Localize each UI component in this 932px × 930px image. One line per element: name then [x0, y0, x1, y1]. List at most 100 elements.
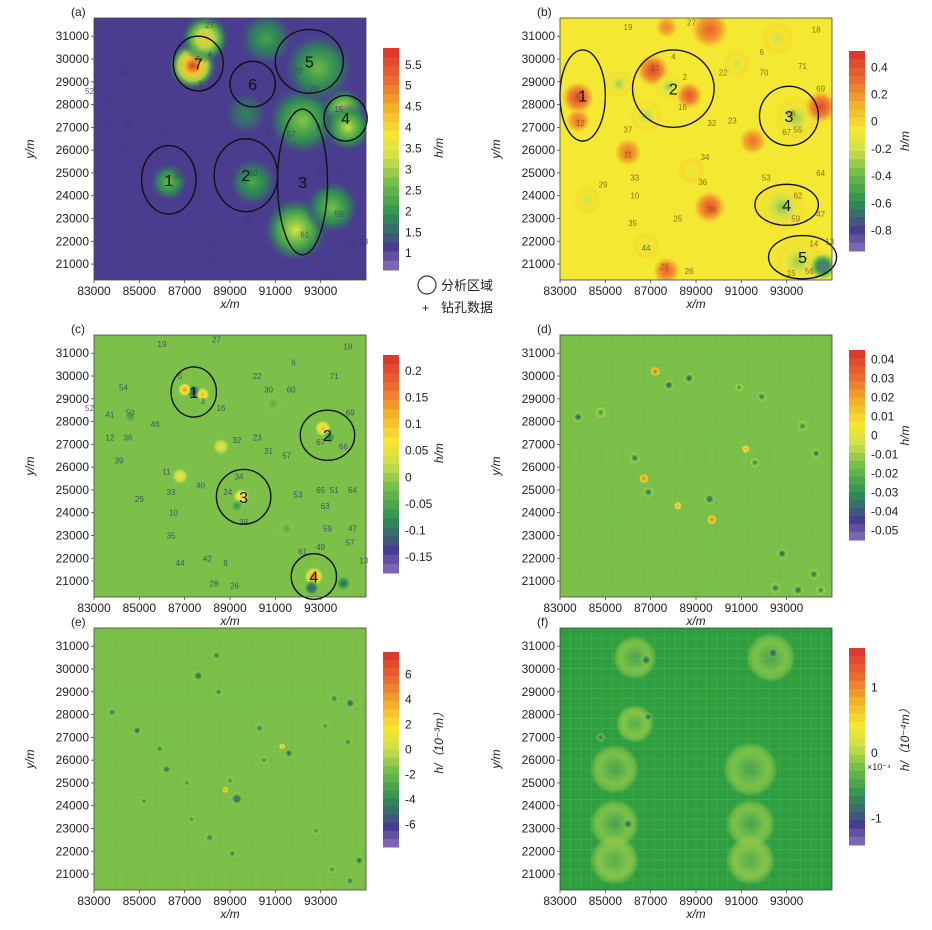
x-tick-label: 91000 — [725, 894, 759, 908]
colorbar-segment — [849, 397, 865, 406]
y-tick-label: 23000 — [522, 528, 556, 542]
colorbar-segment — [383, 94, 399, 104]
y-tick-label: 23000 — [56, 821, 90, 835]
borehole-legend-label: 钻孔数据 — [441, 300, 493, 315]
borehole-label: 36 — [124, 434, 133, 443]
colorbar-segment — [383, 382, 399, 392]
contour-feature — [214, 687, 223, 696]
borehole-label: 8 — [223, 559, 228, 568]
x-tick-label: 91000 — [259, 284, 293, 298]
borehole-label: 38 — [244, 214, 253, 223]
contour-feature — [345, 876, 355, 886]
plot-area — [560, 18, 832, 280]
x-axis: 83000 85000 87000 89000 91000 93000 — [543, 280, 804, 298]
colorbar-segment — [383, 660, 399, 669]
x-tick-label: 93000 — [770, 894, 804, 908]
borehole-label: 13 — [825, 237, 834, 246]
y-axis: 21000 22000 23000 24000 25000 26000 27000 28000… — [56, 29, 94, 271]
colorbar-tick-label: 3 — [405, 162, 412, 176]
contour-feature — [212, 438, 230, 455]
contour-feature — [211, 650, 222, 660]
colorbar-segment — [383, 765, 399, 775]
y-tick-label: 26000 — [56, 143, 90, 157]
y-tick-label: 23000 — [522, 821, 556, 835]
contour-feature — [329, 693, 339, 704]
y-axis: 21000 22000 23000 24000 25000 26000 27000 28000… — [56, 639, 94, 881]
colorbar-segment — [383, 205, 399, 215]
borehole-label: 23 — [253, 434, 262, 443]
borehole-label: 64 — [348, 486, 357, 495]
contour-feature — [228, 157, 278, 207]
borehole-label: 51 — [334, 169, 343, 178]
analysis-region-id: 2 — [241, 168, 250, 185]
colorbar-segment — [383, 473, 399, 483]
y-axis: 21000 22000 23000 24000 25000 26000 27000 28000… — [522, 346, 560, 588]
borehole-label: 52 — [85, 404, 94, 413]
borehole-label: 50 — [126, 408, 135, 417]
colorbar-segment — [383, 260, 399, 271]
colorbar-segment — [849, 176, 865, 185]
contour-feature — [228, 849, 237, 858]
borehole-label: 30 — [248, 169, 257, 178]
colorbar-segment — [383, 251, 399, 262]
analysis-region-id: 7 — [194, 57, 203, 74]
x-tick-label: 87000 — [168, 601, 202, 615]
colorbar-segment — [383, 242, 399, 252]
borehole-label: 16 — [216, 404, 225, 413]
colorbar-segment — [849, 664, 865, 674]
borehole-label: 69 — [816, 85, 825, 94]
region-legend-circle-icon — [417, 275, 437, 295]
y-tick-label: 27000 — [522, 120, 556, 134]
borehole-label: 57 — [346, 538, 355, 547]
borehole-label: 6 — [760, 48, 765, 57]
colorbar-label: h/m — [432, 443, 446, 463]
borehole-label: 28 — [210, 579, 219, 588]
y-tick-label: 21000 — [56, 257, 90, 271]
borehole-label: 12 — [105, 434, 114, 443]
borehole-label: 38 — [239, 518, 248, 527]
colorbar-segment — [383, 103, 399, 114]
contour-feature — [706, 514, 717, 525]
borehole-label: 29 — [135, 495, 144, 504]
borehole-label: 15 — [787, 269, 796, 278]
contour-feature — [757, 182, 807, 232]
borehole-label: 63 — [321, 183, 330, 192]
analysis-region-id: 4 — [782, 198, 791, 215]
colorbar-tick-label: -0.1 — [405, 523, 426, 537]
contour-feature — [204, 832, 215, 843]
y-tick-label: 31000 — [522, 639, 556, 653]
y-tick-label: 27000 — [522, 730, 556, 744]
colorbar-segment — [849, 142, 865, 152]
colorbar-segment — [849, 656, 865, 665]
contour-feature — [677, 156, 706, 185]
contour-feature — [797, 420, 808, 432]
colorbar-segment — [383, 491, 399, 501]
colorbar-tick-label: -0.02 — [871, 467, 899, 481]
borehole-label: 47 — [816, 210, 825, 219]
colorbar-tick-label: -0.6 — [871, 196, 892, 210]
borehole-label: 19 — [624, 23, 633, 32]
contour-feature — [596, 732, 606, 743]
borehole-label: 33 — [167, 488, 176, 497]
borehole-label: 61 — [298, 547, 307, 556]
y-tick-label: 25000 — [522, 776, 556, 790]
borehole-label: 30 — [264, 386, 273, 395]
contour-feature — [572, 411, 584, 423]
colorbar-segment — [383, 518, 399, 529]
x-tick-label: 93000 — [304, 894, 338, 908]
colorbar-segment — [849, 389, 865, 398]
x-tick-label: 93000 — [770, 601, 804, 615]
borehole-label: 34 — [701, 153, 710, 162]
borehole-label: 14 — [809, 240, 818, 249]
y-tick-label: 27000 — [56, 120, 90, 134]
colorbar-tick-label: 1 — [871, 680, 878, 694]
borehole-label: 54 — [119, 69, 128, 78]
borehole-label: 16 — [678, 103, 687, 112]
borehole-label: 14 — [346, 240, 355, 249]
colorbar-segment — [849, 429, 865, 438]
contour-feature — [683, 372, 695, 384]
borehole-label: 68 — [787, 110, 796, 119]
borehole-label: 9 — [239, 66, 244, 75]
colorbar-tick-label: 0 — [405, 470, 412, 484]
